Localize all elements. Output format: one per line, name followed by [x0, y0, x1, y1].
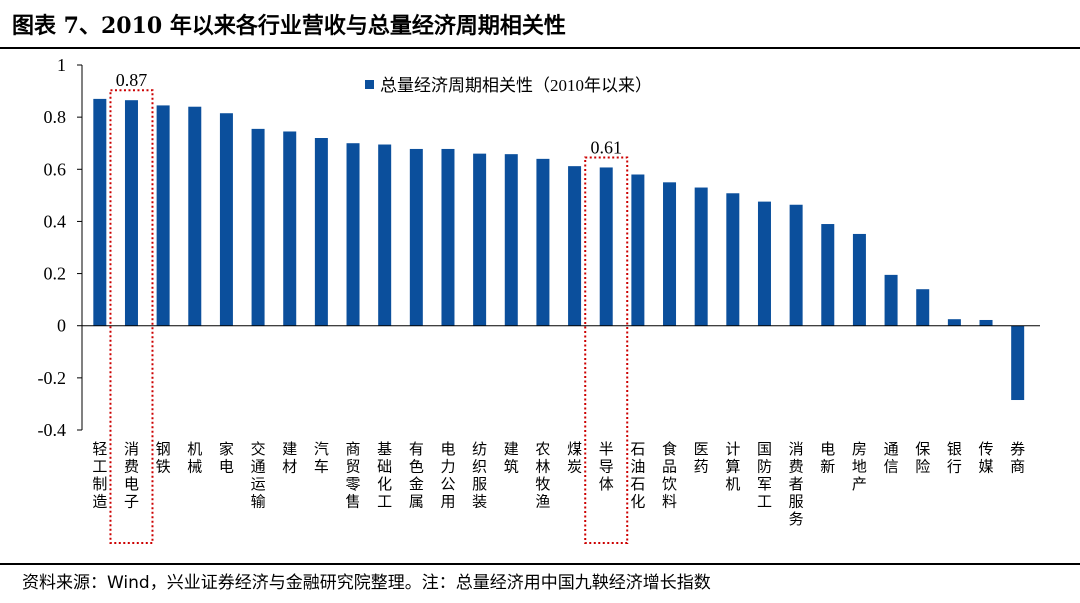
category-label: 煤炭: [567, 440, 582, 476]
bar: [757, 201, 771, 326]
bar: [473, 153, 487, 326]
bar: [251, 128, 265, 326]
bar: [156, 105, 170, 326]
category-label: 保险: [915, 440, 930, 476]
footer-rule: [0, 563, 1080, 565]
category-label: 交通运输: [251, 440, 266, 511]
bar: [283, 131, 297, 326]
bar: [1011, 325, 1025, 401]
highlight-box: [584, 156, 629, 544]
category-label: 钢铁: [156, 440, 171, 476]
category-label: 传媒: [979, 440, 994, 476]
category-label: 建筑: [504, 440, 519, 476]
category-label: 计算机: [725, 440, 740, 493]
category-label: 通信: [884, 440, 899, 476]
bar: [726, 193, 740, 326]
category-label: 建材: [282, 440, 297, 476]
bar: [789, 204, 803, 326]
bar: [504, 154, 518, 326]
annotation-label: 0.61: [590, 137, 622, 157]
bar: [852, 233, 866, 326]
category-label: 基础化工: [377, 440, 392, 511]
bar: [947, 319, 961, 326]
bar: [631, 174, 645, 326]
bar: [663, 182, 677, 326]
bars: [93, 98, 1025, 401]
bar: [409, 148, 423, 326]
bar: [188, 106, 202, 326]
bar: [884, 274, 898, 326]
y-tick-label: 0.8: [44, 107, 67, 127]
figure-title: 图表 7、2010 年以来各行业营收与总量经济周期相关性: [12, 13, 566, 39]
bar: [979, 319, 993, 326]
category-label: 汽车: [314, 440, 329, 476]
bar: [568, 166, 582, 326]
category-label: 机械: [187, 440, 202, 476]
y-tick-label: -0.2: [38, 368, 67, 388]
category-label: 食品饮料: [662, 440, 677, 511]
category-label: 半导体: [599, 440, 614, 493]
y-tick-label: -0.4: [38, 420, 67, 440]
category-label: 电新: [820, 440, 835, 476]
y-tick-label: 0.4: [44, 211, 67, 231]
category-label: 电力公用: [440, 440, 455, 511]
bar: [441, 148, 455, 326]
category-label: 石油石化: [630, 440, 645, 511]
category-label: 银行: [947, 440, 962, 476]
bar: [219, 113, 233, 326]
bar: [821, 224, 835, 326]
bar: [93, 98, 107, 326]
legend-label: 总量经济周期相关性（2010年以来）: [380, 76, 652, 95]
bar: [599, 167, 613, 326]
source-note: 资料来源：Wind，兴业证券经济与金融研究院整理。注：总量经济用中国九鞅经济增长…: [22, 573, 711, 593]
category-label: 国防军工: [757, 440, 772, 511]
category-label: 消费电子: [124, 440, 139, 511]
bar: [694, 187, 708, 326]
bar: [378, 144, 392, 326]
category-label: 轻工制造: [92, 440, 107, 511]
category-label: 房地产: [852, 440, 867, 493]
y-axis: -0.4 -0.2 0 0.2 0.4 0.6 0.8 1: [38, 55, 83, 440]
title-rule: [0, 47, 1080, 49]
category-label: 家电: [219, 440, 234, 476]
y-tick-label: 0.6: [44, 159, 67, 179]
legend: 总量经济周期相关性（2010年以来）: [365, 76, 652, 95]
bar: [124, 100, 138, 326]
bar: [536, 158, 550, 326]
category-label: 有色金属: [409, 440, 424, 511]
y-tick-label: 0.2: [44, 264, 67, 284]
category-label: 农林牧渔: [535, 440, 550, 511]
bar: [916, 289, 930, 326]
annotation-label: 0.87: [116, 70, 148, 90]
category-label: 消费者服务: [789, 440, 804, 528]
bar: [314, 138, 328, 326]
category-label: 纺织服装: [472, 440, 487, 511]
y-tick-label: 1: [57, 55, 66, 75]
bar: [346, 143, 360, 326]
annotations: 0.87 0.61: [109, 70, 629, 544]
y-tick-label: 0: [57, 316, 66, 336]
category-label: 商贸零售: [346, 440, 361, 511]
legend-swatch: [365, 80, 374, 89]
category-label: 券商: [1010, 440, 1025, 476]
category-label: 医药: [694, 440, 709, 476]
